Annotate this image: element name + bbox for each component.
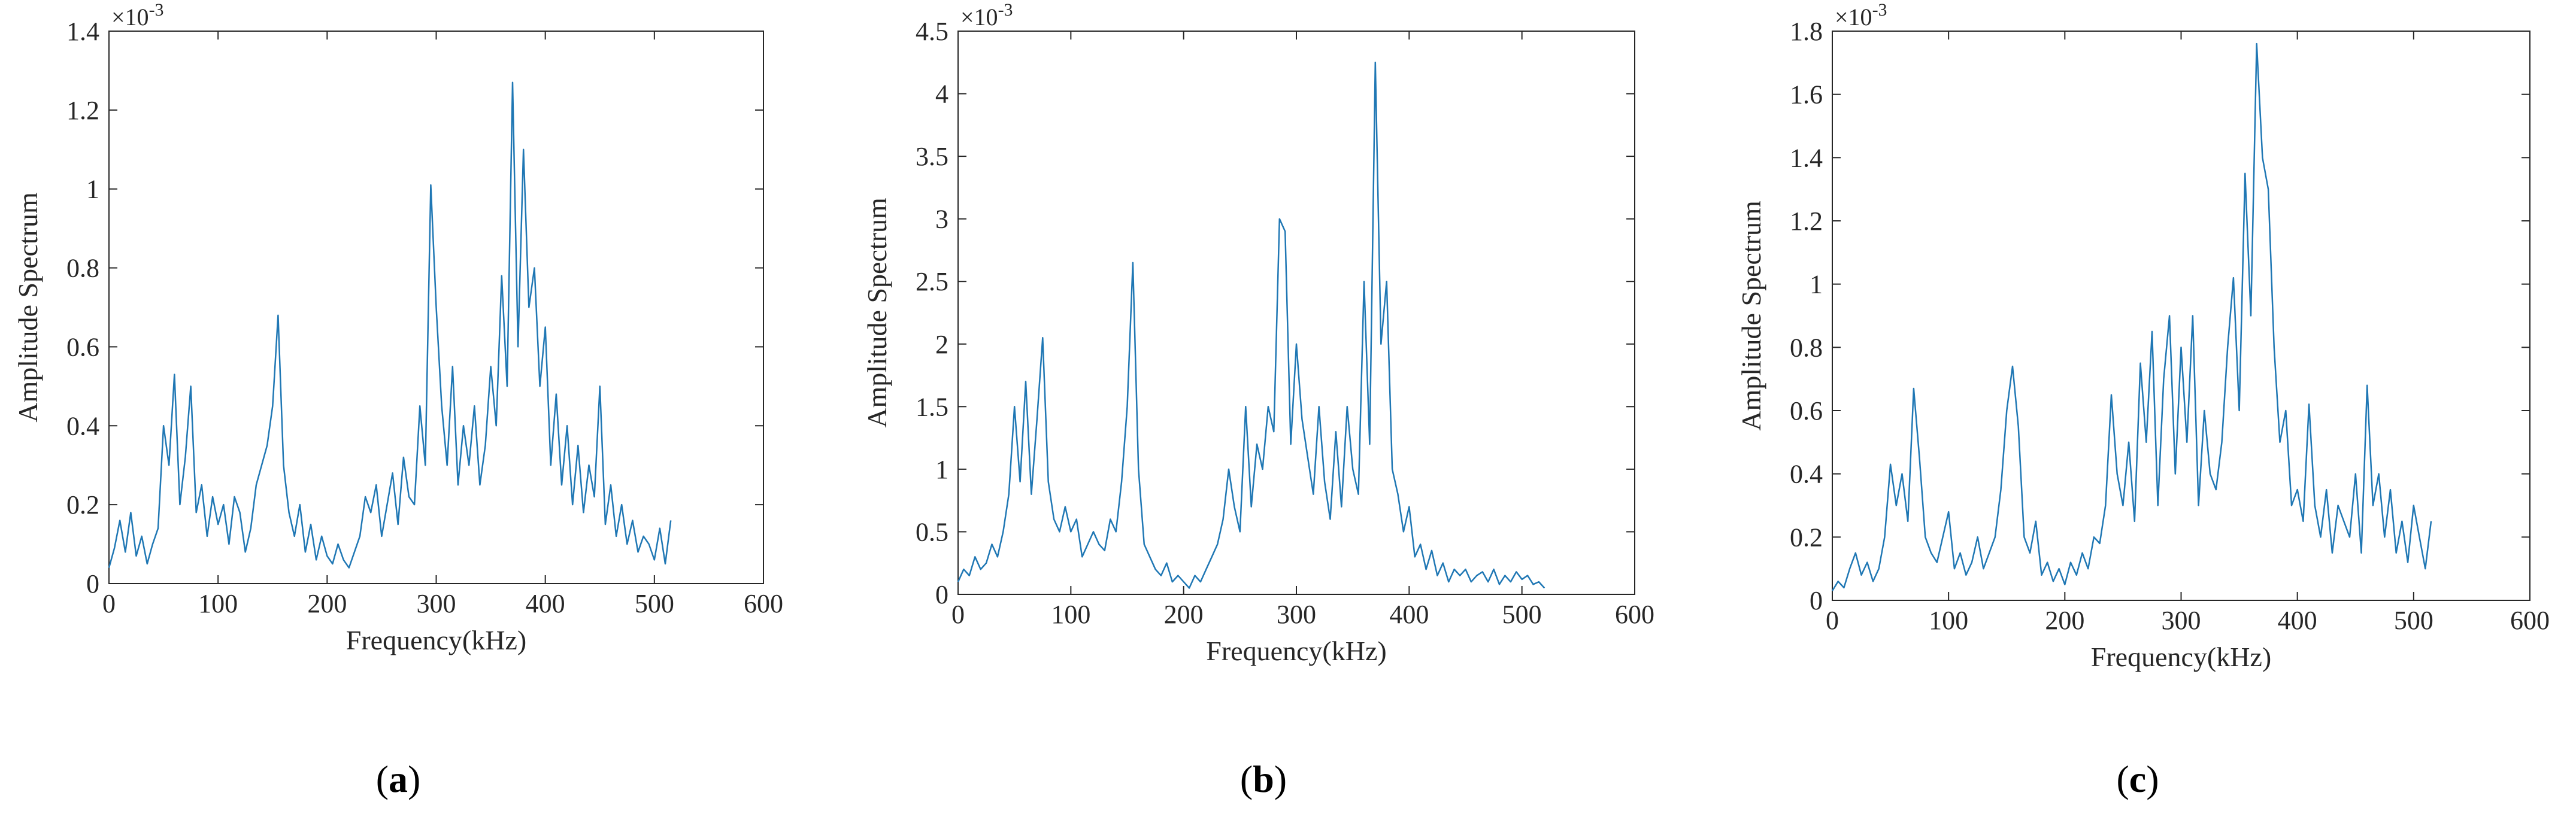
y-exponent-label: ×10-3 <box>1835 0 1887 31</box>
x-tick-label: 500 <box>2394 606 2433 635</box>
y-tick-label: 4.5 <box>916 17 948 46</box>
y-tick-label: 0.6 <box>66 332 99 362</box>
y-tick-label: 1 <box>86 175 99 204</box>
y-axis-label: Amplitude Spectrum <box>13 192 43 423</box>
x-tick-label: 0 <box>951 600 965 629</box>
x-tick-label: 100 <box>198 589 238 618</box>
y-tick-label: 3 <box>935 205 948 234</box>
y-tick-label: 1.4 <box>1790 143 1823 172</box>
x-axis-label: Frequency(kHz) <box>1206 636 1386 666</box>
spectrum-line <box>957 62 1545 589</box>
y-tick-label: 2 <box>935 330 948 359</box>
y-tick-label: 0.5 <box>916 517 948 546</box>
caption-c: (c) <box>2116 758 2159 800</box>
x-tick-label: 0 <box>102 589 116 618</box>
y-tick-label: 3.5 <box>916 142 948 171</box>
x-tick-label: 300 <box>1277 600 1316 629</box>
x-tick-label: 0 <box>1826 606 1839 635</box>
y-exponent-label: ×10-3 <box>960 0 1013 31</box>
x-axis-label: Frequency(kHz) <box>2091 642 2271 672</box>
y-tick-label: 0.6 <box>1790 396 1823 426</box>
x-tick-label: 200 <box>307 589 347 618</box>
y-axis-label: Amplitude Spectrum <box>1736 201 1766 431</box>
x-tick-label: 400 <box>2278 606 2317 635</box>
chart-b: 0 100 200 300 400 500 600 0 0.5 1 1.5 2 2.5 3 3.5 4 4.5 ×… <box>862 0 1654 666</box>
x-tick-label: 100 <box>1051 600 1090 629</box>
caption-a: (a) <box>375 758 421 800</box>
y-tick-label: 1.4 <box>66 17 99 46</box>
y-tick-label: 0.8 <box>66 254 99 283</box>
axes-box <box>1832 31 2530 601</box>
x-tick-label: 400 <box>1389 600 1429 629</box>
y-axis-label: Amplitude Spectrum <box>862 198 892 428</box>
y-exponent-label: ×10-3 <box>111 0 164 31</box>
y-tick-label: 0.4 <box>66 411 99 441</box>
y-tick-label: 0.4 <box>1790 460 1823 489</box>
y-tick-label: 1 <box>1810 270 1823 299</box>
spectrum-line <box>108 81 672 569</box>
y-tick-label: 1.8 <box>1790 17 1823 46</box>
y-tick-label: 4 <box>935 80 948 109</box>
x-tick-label: 300 <box>417 589 456 618</box>
x-tick-label: 500 <box>1502 600 1542 629</box>
x-tick-label: 300 <box>2162 606 2201 635</box>
caption-b: (b) <box>1239 758 1287 800</box>
y-tick-label: 1.2 <box>66 96 99 125</box>
x-tick-label: 200 <box>2045 606 2084 635</box>
y-tick-label: 0 <box>86 569 99 599</box>
chart-a: 0 100 200 300 400 500 600 0 0.2 0.4 0.6 0.8 1 1.2 1.4 ×… <box>13 0 783 655</box>
y-tick-label: 0.2 <box>1790 523 1823 552</box>
y-tick-label: 2.5 <box>916 267 948 296</box>
axes-box <box>957 31 1635 595</box>
x-axis-label: Frequency(kHz) <box>346 625 526 655</box>
chart-c: 0 100 200 300 400 500 600 0 0.2 0.4 0.6 0.8 1 1.2 1.4 1… <box>1736 0 2550 672</box>
x-tick-label: 500 <box>635 589 674 618</box>
y-tick-label: 0 <box>935 580 948 609</box>
x-tick-label: 600 <box>2510 606 2550 635</box>
y-tick-label: 1.6 <box>1790 80 1823 110</box>
y-tick-label: 0.8 <box>1790 333 1823 362</box>
x-tick-label: 600 <box>1615 600 1654 629</box>
x-tick-label: 400 <box>526 589 565 618</box>
x-tick-label: 200 <box>1164 600 1204 629</box>
y-tick-label: 0 <box>1810 586 1823 615</box>
spectrum-line <box>1831 42 2432 591</box>
y-tick-label: 1 <box>935 455 948 484</box>
y-tick-label: 1.5 <box>916 392 948 421</box>
x-tick-label: 600 <box>744 589 783 618</box>
y-tick-label: 0.2 <box>66 490 99 520</box>
x-tick-label: 100 <box>1929 606 1968 635</box>
y-tick-label: 1.2 <box>1790 206 1823 236</box>
